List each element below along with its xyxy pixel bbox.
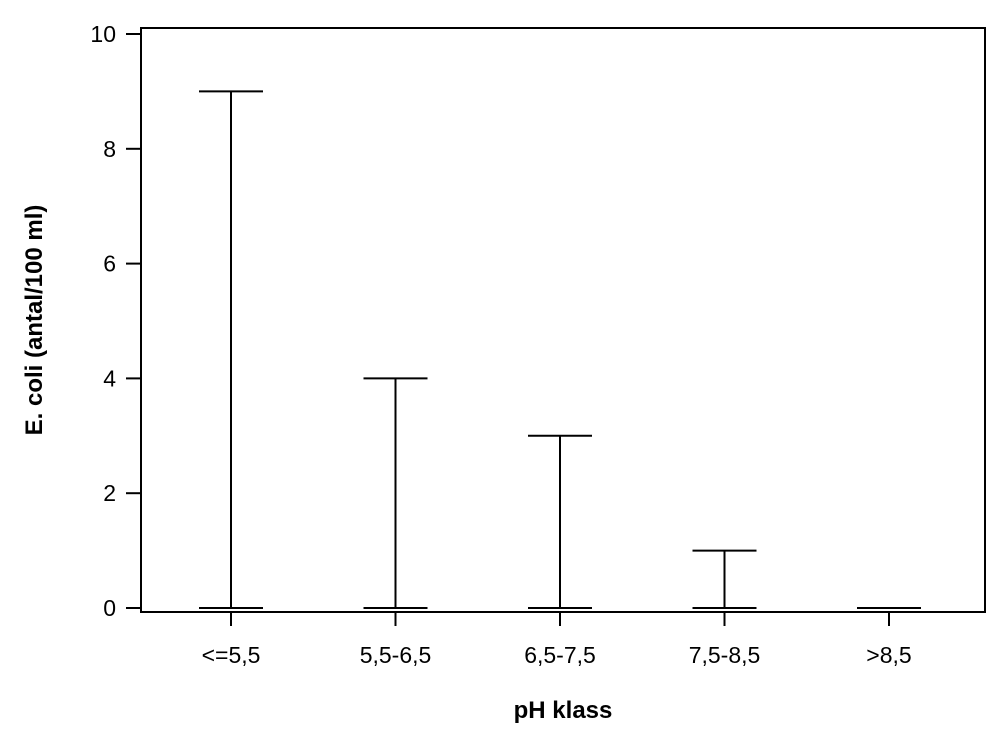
range-mark <box>363 377 428 609</box>
range-mark <box>528 434 592 609</box>
x-tick-label: 7,5-8,5 <box>689 642 761 668</box>
range-mark <box>199 90 263 609</box>
range-marks <box>199 90 921 609</box>
y-tick-label: 4 <box>103 365 116 391</box>
y-axis-title: E. coli (antal/100 ml) <box>21 205 48 436</box>
y-axis: 0 2 4 6 8 10 <box>90 21 141 621</box>
x-axis-title: pH klass <box>514 697 613 724</box>
y-tick-label: 6 <box>103 251 116 277</box>
plot-frame <box>140 27 986 613</box>
x-axis: <=5,5 5,5-6,5 6,5-7,5 7,5-8,5 >8,5 <box>202 612 912 668</box>
y-tick-label: 8 <box>103 136 116 162</box>
y-tick-label: 0 <box>103 595 116 621</box>
y-tick-label: 10 <box>90 21 116 47</box>
x-tick-label: >8,5 <box>866 642 911 668</box>
x-tick-label: <=5,5 <box>202 642 261 668</box>
y-tick-label: 2 <box>103 480 116 506</box>
x-tick-label: 5,5-6,5 <box>360 642 432 668</box>
range-mark <box>692 549 757 609</box>
x-tick-label: 6,5-7,5 <box>524 642 596 668</box>
